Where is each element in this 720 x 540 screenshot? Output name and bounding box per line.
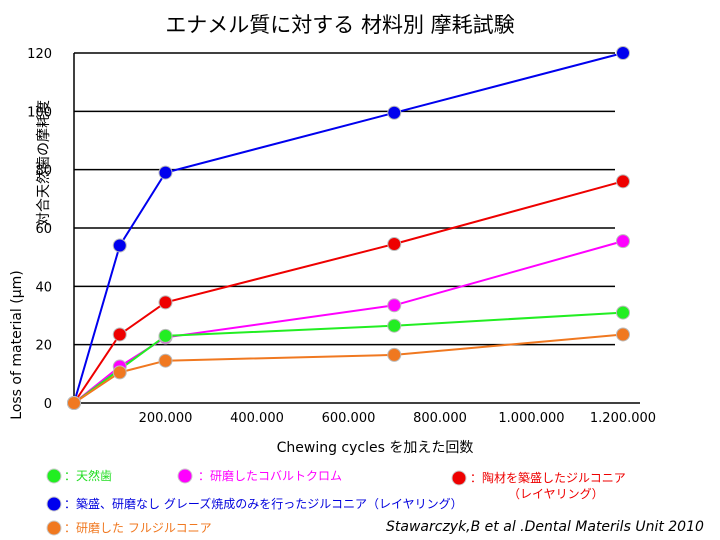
series-4-point-4	[616, 327, 630, 342]
series-3-point-1	[158, 328, 173, 343]
series-1-point-3	[387, 237, 402, 252]
legend-label-layered-zirconia-line2: （レイヤリング）	[508, 487, 604, 501]
legend-marker-natural-tooth	[46, 468, 62, 484]
y-tick-120: 120	[27, 47, 52, 62]
x-tick-400.000: 400.000	[230, 411, 284, 426]
legend-label-layered-zirconia: ：陶材を築盛したジルコニア	[470, 470, 626, 485]
series-line-1	[73, 180, 624, 404]
legend-marker-layered-zirconia	[451, 470, 467, 486]
series-line-2	[73, 240, 624, 404]
legend-label-natural-tooth: ：天然歯	[64, 468, 112, 483]
x-tick-labels: 200.000 400.000 600.000 800.000 1.000.000 1.2…	[139, 411, 656, 426]
legend-label-full-zirconia: ：研磨した フルジルコニア	[64, 521, 212, 535]
y-tick-60: 60	[35, 222, 52, 237]
x-axis-label: Chewing cycles を加えた回数	[277, 440, 474, 456]
y-tick-80: 80	[35, 164, 52, 179]
legend-label-glazed-zirconia: ：築盛、研磨なし グレーズ焼成のみを行ったジルコニア（レイヤリング）	[64, 496, 463, 511]
chart-title: エナメル質に対する 材料別 摩耗試験	[165, 13, 514, 37]
x-tick-600.000: 600.000	[322, 411, 376, 426]
y-tick-0: 0	[44, 397, 52, 412]
axes	[73, 53, 640, 404]
series-3-point-3	[616, 305, 630, 320]
x-tick-200.000: 200.000	[139, 411, 193, 426]
y-tick-100: 100	[27, 105, 52, 120]
series-1-point-1	[112, 327, 127, 342]
series-points	[67, 46, 630, 410]
x-tick-800.000: 800.000	[413, 411, 467, 426]
series-4-point-1	[112, 365, 127, 380]
series-2-point-4	[616, 234, 630, 249]
legend-marker-cobalt-chrome	[177, 468, 193, 484]
series-0-point-2	[158, 165, 173, 180]
y-tick-40: 40	[35, 280, 52, 295]
citation: Stawarczyk,B et al .Dental Materils Unit…	[386, 519, 704, 535]
y-tick-20: 20	[35, 339, 52, 354]
series-0-point-4	[616, 46, 630, 60]
legend-marker-glazed-zirconia	[46, 496, 62, 512]
x-tick-1.000.000: 1.000.000	[498, 411, 564, 426]
grid-lines	[74, 52, 615, 346]
series-line-3	[73, 311, 624, 404]
series-4-point-0	[67, 396, 81, 410]
series-3-point-2	[387, 318, 402, 333]
series-1-point-4	[616, 174, 630, 189]
y-axis-label-jp: 対合天然歯の摩耗度	[35, 100, 52, 226]
legend: ：天然歯 ：研磨したコバルトクロム ：陶材を築盛したジルコニア （レイヤリング）…	[46, 468, 626, 536]
series-0-point-1	[112, 238, 127, 253]
x-tick-1.200.000: 1.200.000	[590, 411, 656, 426]
series-4-point-3	[387, 347, 402, 362]
series-1-point-2	[158, 295, 173, 310]
series-2-point-3	[387, 298, 402, 313]
y-axis-label: Loss of material (μm)	[9, 270, 25, 419]
series-4-point-2	[158, 353, 173, 368]
legend-marker-full-zirconia	[46, 520, 62, 536]
series-0-point-3	[387, 105, 402, 120]
y-tick-labels: 0 20 40 60 80 100 120	[27, 47, 52, 412]
legend-label-cobalt-chrome: ：研磨したコバルトクロム	[198, 469, 342, 483]
